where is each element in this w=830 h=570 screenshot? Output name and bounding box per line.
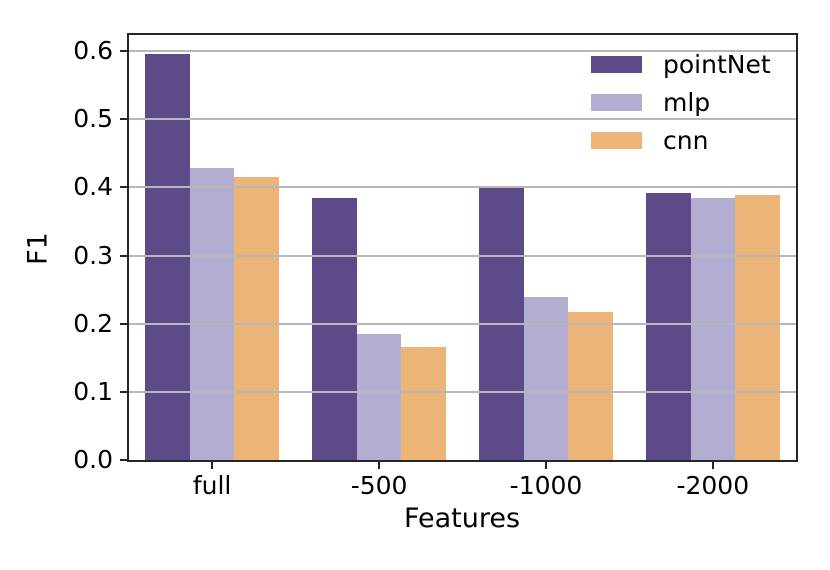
- y-tick-label-0.6: 0.6: [73, 36, 113, 65]
- bar-cnn-full: [234, 177, 279, 461]
- x-axis-label: Features: [403, 503, 521, 534]
- y-tick-mark-0.2: [119, 322, 127, 325]
- y-tick-mark-0.1: [119, 391, 127, 394]
- gridline-0.2: [128, 322, 797, 325]
- legend-swatch-mlp: [591, 94, 642, 111]
- bar-pointNet--500: [312, 197, 357, 461]
- plot-area: [126, 33, 799, 463]
- gridline-0.3: [128, 254, 797, 257]
- bar-cnn--2000: [735, 194, 780, 461]
- bar-mlp--1000: [523, 297, 569, 461]
- x-tick-label--500: -500: [350, 471, 408, 501]
- x-tick-mark--2000: [711, 462, 714, 470]
- legend-item-cnn: cnn: [591, 127, 771, 154]
- bar-mlp--2000: [690, 198, 736, 461]
- x-tick-label--2000: -2000: [676, 471, 750, 501]
- gridline-0.1: [128, 391, 797, 394]
- x-tick-mark--1000: [545, 462, 547, 470]
- y-tick-label-0.2: 0.2: [73, 308, 113, 338]
- y-axis-label: F1: [22, 232, 54, 265]
- bar-cnn--1000: [568, 312, 613, 461]
- legend-label-cnn: cnn: [663, 126, 709, 155]
- legend-swatch-pointNet: [591, 56, 642, 73]
- legend: pointNet mlp cnn: [591, 51, 771, 154]
- y-tick-label-0.5: 0.5: [73, 104, 113, 134]
- bar-mlp-full: [189, 168, 235, 461]
- legend-swatch-cnn: [591, 132, 642, 149]
- gridline-0.4: [128, 186, 797, 189]
- y-tick-label-0.0: 0.0: [73, 445, 113, 475]
- y-tick-label-0.4: 0.4: [73, 172, 113, 202]
- gridline-0.6: [128, 50, 797, 52]
- legend-label-pointNet: pointNet: [663, 50, 771, 79]
- x-tick-mark--500: [378, 462, 381, 470]
- y-tick-mark-0.5: [119, 118, 127, 121]
- bar-cnn--500: [401, 347, 446, 461]
- legend-label-mlp: mlp: [663, 88, 711, 117]
- y-tick-label-0.3: 0.3: [73, 240, 113, 270]
- bar-pointNet--2000: [646, 192, 691, 461]
- legend-item-pointNet: pointNet: [591, 51, 771, 78]
- y-tick-label-0.1: 0.1: [73, 377, 113, 407]
- legend-item-mlp: mlp: [591, 89, 771, 116]
- gridline-0.5: [128, 118, 797, 121]
- y-tick-mark-0.3: [119, 254, 127, 257]
- x-tick-label-full: full: [192, 471, 232, 501]
- x-tick-label--1000: -1000: [509, 471, 583, 501]
- bar-pointNet-full: [145, 54, 190, 461]
- x-tick-mark-full: [211, 462, 214, 470]
- y-tick-mark-0.4: [119, 186, 127, 189]
- bar-mlp--500: [356, 334, 402, 461]
- y-tick-mark-0.6: [119, 50, 127, 52]
- y-tick-mark-0.0: [119, 459, 127, 462]
